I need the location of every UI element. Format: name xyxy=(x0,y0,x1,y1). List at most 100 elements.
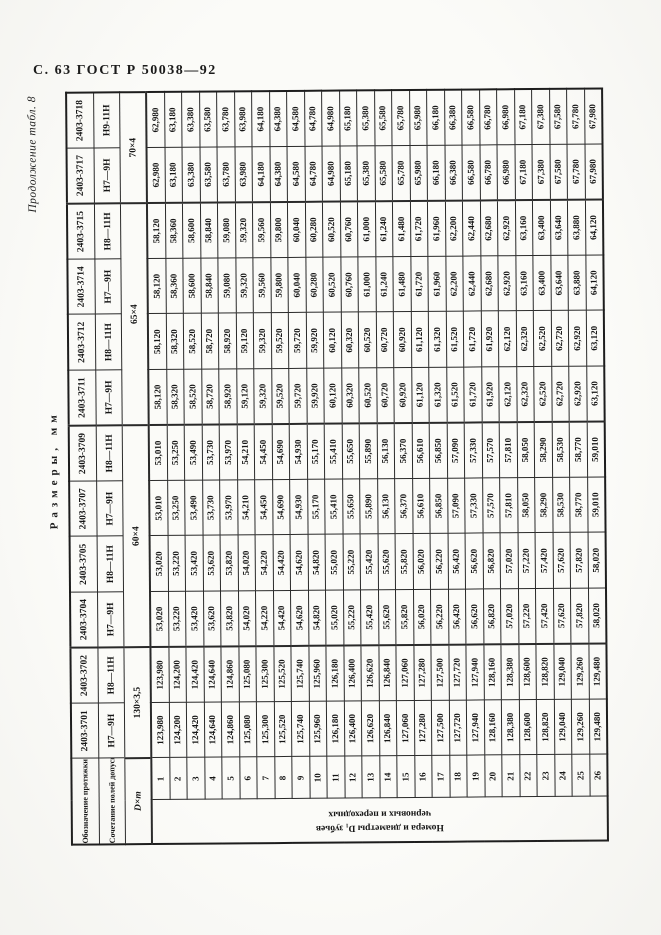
diameter-value: 64,580 xyxy=(286,90,305,147)
diameter-value: 62,920 xyxy=(568,366,587,422)
diameter-value: 124,420 xyxy=(185,646,204,703)
diameter-value: 60,280 xyxy=(304,201,323,258)
designation-header: 2403-3715 xyxy=(66,203,95,260)
diameter-value: 54,690 xyxy=(271,423,290,480)
tolerance-header: Н7—9Н xyxy=(94,258,122,315)
stub-header-designation: Обозначение протяжки xyxy=(71,758,100,845)
diameter-value: 53,010 xyxy=(148,424,168,481)
diameter-value: 129,480 xyxy=(588,643,607,700)
row-number: 7 xyxy=(256,757,275,800)
diameter-value: 55,170 xyxy=(306,423,325,480)
diameter-value: 125,960 xyxy=(308,701,327,757)
diameter-value: 63,180 xyxy=(164,147,183,203)
dimensions-table: Обозначение протяжки 2403-3701 2403-3702 2… xyxy=(65,87,609,846)
row-number: 2 xyxy=(169,757,188,800)
diameter-value: 58,770 xyxy=(569,421,588,478)
diameter-value: 123,980 xyxy=(150,702,170,759)
diameter-value: 60,520 xyxy=(358,312,377,368)
diameter-value: 55,420 xyxy=(360,534,378,590)
diameter-value: 124,640 xyxy=(203,701,222,758)
diameter-value: 58,770 xyxy=(569,477,588,533)
diameter-value: 62,680 xyxy=(480,255,499,312)
diameter-value: 55,820 xyxy=(395,589,414,646)
row-number: 3 xyxy=(186,757,205,800)
diameter-value: 61,520 xyxy=(446,367,465,423)
diameter-value: 125,300 xyxy=(255,646,274,702)
diameter-value: 59,010 xyxy=(587,476,606,533)
diameter-value: 56,610 xyxy=(411,422,430,479)
diameter-value: 56,610 xyxy=(412,478,431,534)
diameter-value: 125,520 xyxy=(273,645,292,702)
diameter-value: 125,740 xyxy=(290,645,309,702)
diameter-value: 58,120 xyxy=(146,202,166,259)
diameter-value: 129,260 xyxy=(570,643,589,700)
diameter-value: 53,970 xyxy=(219,479,238,536)
diameter-value: 55,020 xyxy=(325,590,344,646)
diameter-value: 66,380 xyxy=(444,145,463,201)
diameter-value: 65,980 xyxy=(409,89,428,146)
tolerance-header: Н8—11Н xyxy=(95,314,122,370)
designation-header: 2403-3718 xyxy=(66,92,95,149)
diameter-value: 129,260 xyxy=(571,699,590,755)
diameter-value: 67,580 xyxy=(549,88,568,145)
diameter-value: 60,720 xyxy=(376,367,395,424)
diameter-value: 58,840 xyxy=(199,202,218,259)
diameter-value: 124,200 xyxy=(168,646,187,703)
diameter-value: 64,120 xyxy=(585,254,604,311)
row-number: 13 xyxy=(361,756,380,799)
row-number: 14 xyxy=(379,756,398,799)
row-number: 20 xyxy=(484,755,503,798)
diameter-value: 67,780 xyxy=(566,88,585,145)
diameter-value: 54,450 xyxy=(254,424,273,480)
diameter-value: 56,820 xyxy=(482,588,501,645)
diameter-value: 62,200 xyxy=(444,200,463,257)
diameter-value: 63,880 xyxy=(567,255,586,311)
diameter-value: 61,000 xyxy=(357,201,376,257)
diameter-value: 61,520 xyxy=(445,311,464,368)
diameter-value: 56,820 xyxy=(482,533,501,589)
diameter-value: 61,720 xyxy=(409,200,428,257)
diameter-value: 63,640 xyxy=(550,255,569,311)
diameter-value: 57,810 xyxy=(499,477,518,534)
diameter-value: 62,680 xyxy=(479,200,498,256)
designation-header: 2403-3712 xyxy=(67,314,96,371)
diameter-value: 62,320 xyxy=(515,311,534,367)
diameter-value: 65,580 xyxy=(374,90,393,146)
diameter-value: 58,020 xyxy=(587,587,607,644)
diameter-value: 63,380 xyxy=(181,91,200,148)
diameter-value: 54,020 xyxy=(237,535,256,591)
diameter-value: 53,490 xyxy=(184,480,203,536)
diameter-value: 125,520 xyxy=(273,701,292,758)
diameter-value: 58,530 xyxy=(552,477,571,533)
row-number: 25 xyxy=(571,754,590,797)
diameter-value: 56,850 xyxy=(429,478,448,534)
row-number: 6 xyxy=(239,757,258,800)
diameter-value: 54,420 xyxy=(273,590,291,647)
diameter-value: 55,620 xyxy=(377,589,396,646)
diameter-value: 64,180 xyxy=(252,146,270,203)
diameter-value: 63,160 xyxy=(514,200,533,256)
tolerance-header: Н8—11Н xyxy=(97,647,125,703)
diameter-value: 57,810 xyxy=(499,422,518,478)
diameter-value: 57,220 xyxy=(517,533,536,589)
diameter-value: 55,620 xyxy=(377,534,396,590)
diameter-value: 66,580 xyxy=(461,89,480,146)
diameter-value: 63,580 xyxy=(199,91,218,148)
diameter-value: 60,520 xyxy=(322,201,341,258)
tolerance-header: Н7—9Н xyxy=(95,369,123,426)
row-number: 4 xyxy=(204,757,223,800)
diameter-value: 65,180 xyxy=(339,90,358,147)
tolerance-header: Н7—9Н xyxy=(94,147,121,204)
diameter-value: 54,420 xyxy=(272,534,291,591)
diameter-value: 54,930 xyxy=(289,479,308,535)
diameter-value: 57,020 xyxy=(500,533,518,589)
diameter-value: 55,820 xyxy=(395,533,413,590)
diameter-value: 59,080 xyxy=(217,257,236,314)
diameter-value: 53,250 xyxy=(167,480,186,536)
diameter-value: 60,040 xyxy=(287,257,306,313)
diameter-value: 60,040 xyxy=(287,201,306,258)
diameter-value: 61,720 xyxy=(410,256,429,312)
diameter-value: 59,920 xyxy=(305,312,324,369)
tolerance-header: Н8—11Н xyxy=(94,203,121,259)
